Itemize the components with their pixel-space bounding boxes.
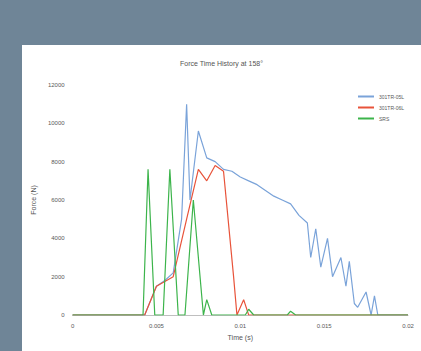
svg-text:0: 0 xyxy=(71,323,75,329)
svg-text:12000: 12000 xyxy=(48,82,65,88)
svg-text:301TR-06L: 301TR-06L xyxy=(379,105,404,111)
svg-text:10000: 10000 xyxy=(48,120,65,126)
svg-text:8000: 8000 xyxy=(51,159,65,165)
svg-text:4000: 4000 xyxy=(51,235,65,241)
svg-text:2000: 2000 xyxy=(51,274,65,280)
svg-text:0.01: 0.01 xyxy=(234,323,246,329)
svg-text:Force Time History at 158°: Force Time History at 158° xyxy=(180,60,263,68)
svg-text:SRS: SRS xyxy=(379,116,390,122)
svg-text:0.02: 0.02 xyxy=(402,323,414,329)
svg-text:Force (N): Force (N) xyxy=(30,185,38,215)
svg-text:Time (s): Time (s) xyxy=(228,334,253,342)
svg-text:6000: 6000 xyxy=(51,197,65,203)
svg-text:0: 0 xyxy=(61,312,65,318)
svg-text:301TR-05L: 301TR-05L xyxy=(379,94,404,100)
svg-text:0.015: 0.015 xyxy=(317,323,333,329)
svg-text:0.005: 0.005 xyxy=(149,323,165,329)
